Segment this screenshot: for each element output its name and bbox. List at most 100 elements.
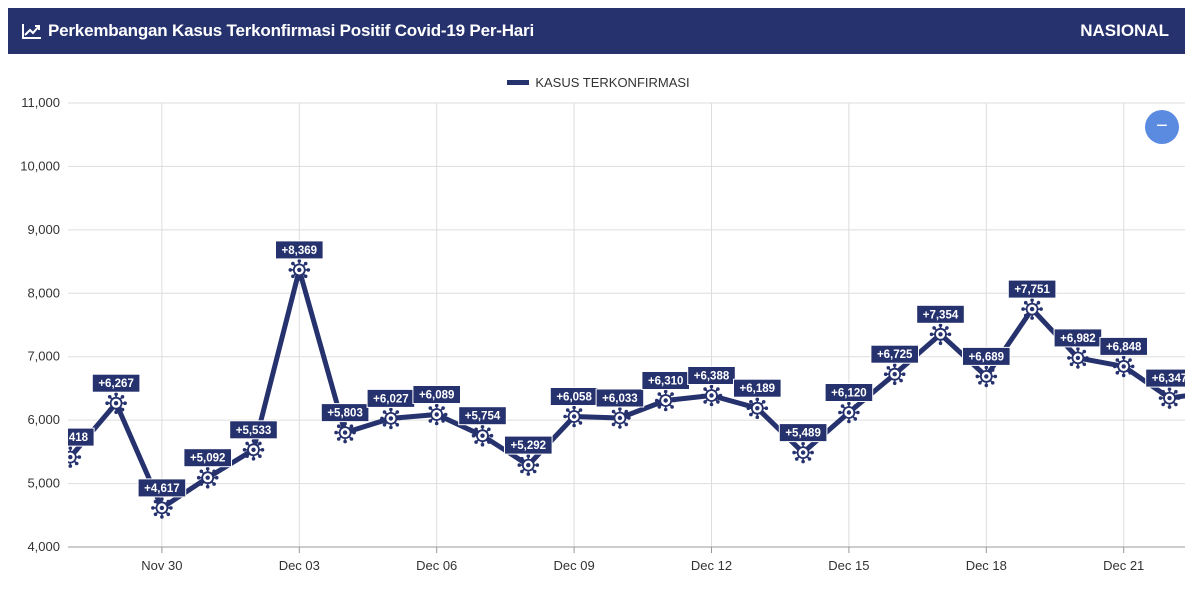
data-point-marker (792, 441, 814, 464)
data-label-text: +6,027 (373, 393, 409, 405)
data-label-text: +5,418 (53, 432, 89, 444)
data-label: +4,617 (137, 478, 187, 498)
x-tick-label: Dec 09 (553, 558, 594, 573)
data-label: +5,418 (53, 427, 95, 447)
data-label-text: +5,533 (236, 425, 272, 437)
zoom-out-button[interactable]: − (1145, 110, 1179, 144)
data-point-marker (105, 392, 127, 414)
data-point-marker (425, 403, 448, 426)
data-label-text: +6,089 (419, 390, 455, 402)
data-label: +6,089 (412, 385, 461, 404)
data-label: +6,982 (1053, 328, 1103, 348)
data-label: +6,310 (641, 371, 691, 390)
data-label: +6,848 (1099, 336, 1149, 356)
x-tick-label: Dec 03 (279, 558, 320, 573)
data-label: +6,189 (733, 378, 782, 398)
x-tick-label: Dec 06 (416, 558, 457, 573)
x-tick-label: Dec 18 (966, 558, 1007, 573)
data-label: +7,751 (1007, 279, 1057, 299)
data-label: +5,092 (183, 448, 232, 468)
data-label: +6,388 (687, 366, 736, 385)
data-label-text: +7,751 (1014, 284, 1050, 296)
data-label: +6,027 (366, 388, 416, 408)
data-label-text: +6,689 (969, 351, 1005, 363)
line-chart-icon (22, 24, 41, 39)
y-tick-label: 4,000 (27, 539, 60, 554)
data-label-text: +6,310 (648, 376, 684, 388)
data-label-text: +6,725 (877, 349, 913, 361)
data-point-marker (151, 497, 173, 519)
data-label-text: +5,803 (327, 408, 363, 420)
data-label-text: +6,189 (740, 383, 776, 395)
chart-title: Perkembangan Kasus Terkonfirmasi Positif… (48, 21, 534, 40)
data-point-marker (1112, 355, 1135, 378)
data-point-marker (1067, 347, 1089, 369)
data-point-marker (517, 454, 540, 476)
data-point-marker (68, 446, 82, 468)
data-label-text: +6,848 (1106, 341, 1142, 353)
data-label: +8,369 (275, 240, 324, 260)
data-point-marker (975, 365, 998, 388)
data-label: +6,347 (1145, 368, 1188, 388)
data-label-text: +5,754 (465, 411, 501, 423)
data-label-text: +6,982 (1060, 333, 1096, 345)
data-label: +7,354 (916, 304, 965, 324)
y-tick-label: 7,000 (27, 349, 60, 364)
data-label-text: +5,092 (190, 453, 226, 465)
data-label-text: +6,033 (602, 393, 638, 405)
data-point-marker (609, 407, 631, 429)
data-point-marker (334, 421, 356, 444)
data-label: +6,058 (549, 387, 599, 406)
data-label: +6,689 (962, 346, 1011, 366)
y-tick-label: 9,000 (27, 222, 60, 237)
data-point-marker (471, 424, 494, 447)
data-label: +6,033 (595, 388, 645, 408)
x-tick-label: Dec 21 (1103, 558, 1144, 573)
data-point-marker (654, 389, 677, 412)
data-label-text: +6,388 (694, 371, 730, 383)
data-label: +6,120 (824, 383, 874, 402)
data-label: +6,267 (91, 373, 141, 393)
legend-swatch (507, 80, 530, 86)
chart-header: Perkembangan Kasus Terkonfirmasi Positif… (8, 8, 1185, 54)
data-point-marker (929, 323, 952, 346)
y-tick-label: 6,000 (27, 412, 60, 427)
data-label-text: +6,120 (831, 388, 867, 400)
x-tick-label: Nov 30 (141, 558, 182, 573)
y-tick-label: 8,000 (27, 285, 60, 300)
data-point-marker (700, 384, 723, 407)
data-label: +5,533 (229, 420, 278, 440)
data-label-text: +6,267 (98, 378, 134, 390)
data-point-marker (838, 401, 860, 424)
y-tick-label: 11,000 (21, 95, 60, 110)
data-label: +5,292 (504, 435, 553, 455)
data-label-text: +5,292 (511, 440, 547, 452)
data-label: +5,803 (320, 403, 370, 423)
data-point-marker (380, 407, 402, 430)
data-point-marker (563, 405, 585, 428)
data-label: +6,725 (870, 344, 920, 364)
series-line (68, 267, 1185, 511)
data-point-marker (196, 466, 219, 489)
legend-label: KASUS TERKONFIRMASI (535, 75, 690, 91)
data-point-marker (288, 259, 311, 281)
data-label-text: +6,058 (556, 392, 592, 404)
data-point-marker (242, 439, 265, 461)
data-point-marker (1021, 298, 1043, 320)
legend[interactable]: KASUS TERKONFIRMASI (0, 74, 1197, 90)
y-tick-label: 10,000 (20, 158, 60, 173)
data-label: +5,754 (458, 406, 507, 426)
scope-label: NASIONAL (1080, 21, 1169, 40)
x-tick-label: Dec 12 (691, 558, 732, 573)
data-label: +5,489 (778, 423, 828, 443)
data-label-text: +6,347 (1152, 373, 1188, 385)
y-tick-label: 5,000 (27, 476, 60, 491)
data-point-marker (746, 397, 769, 419)
series-group: +5,418 +6,267 +4,617 +5,092 +5,533 +8,369 +5,8… (53, 240, 1188, 519)
data-label-text: +4,617 (144, 483, 180, 495)
data-label-text: +5,489 (785, 428, 821, 440)
data-point-marker (883, 363, 906, 385)
x-tick-label: Dec 15 (828, 558, 869, 573)
data-label-text: +8,369 (282, 245, 318, 257)
